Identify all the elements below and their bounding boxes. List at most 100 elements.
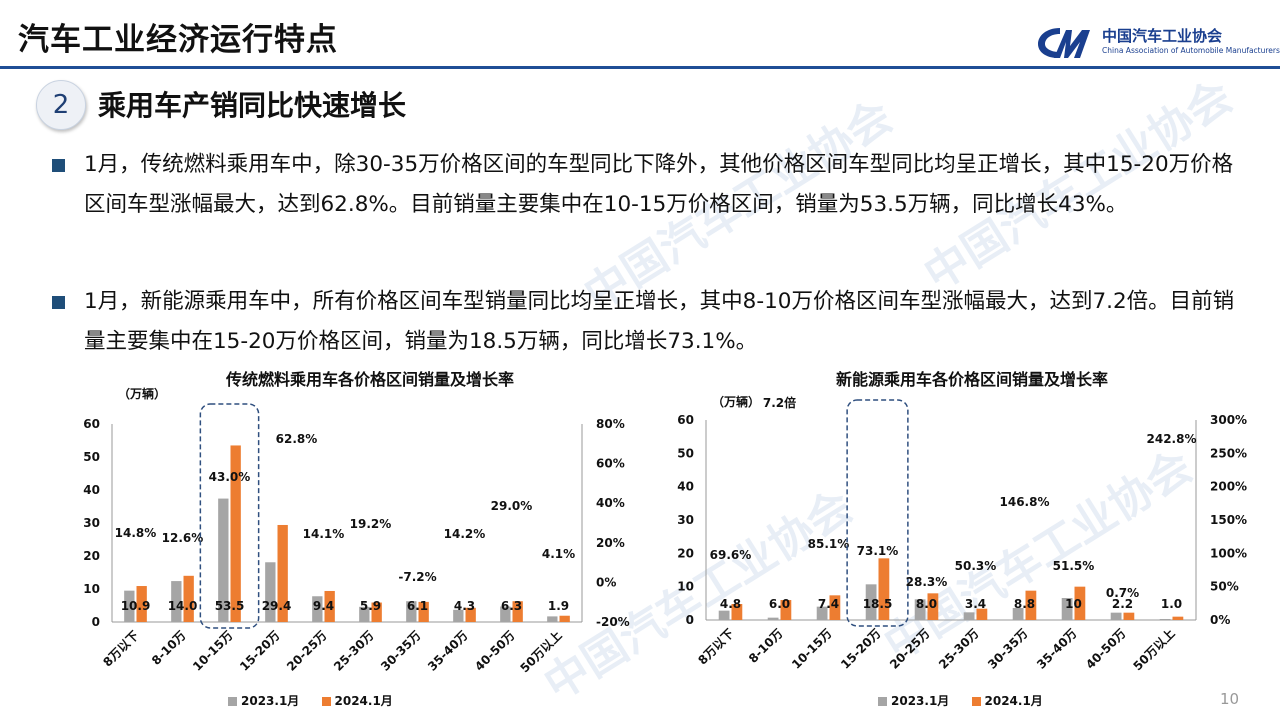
- y2-tick-label: 80%: [596, 417, 625, 431]
- y2-tick-label: -20%: [596, 615, 630, 629]
- header: 汽车工业经济运行特点 中国汽车工业协会 China Association of…: [0, 0, 1280, 70]
- x-tick-label: 30-35万: [378, 628, 424, 674]
- bar-2023: [500, 606, 511, 622]
- growth-label: 69.6%: [710, 548, 752, 562]
- bar-2023: [767, 617, 779, 620]
- bar-2023: [816, 606, 828, 620]
- bar-2024: [1074, 586, 1086, 620]
- growth-label: 14.2%: [444, 527, 486, 541]
- y-tick-label: 40: [83, 483, 100, 497]
- y-axis-unit: （万辆）: [712, 394, 760, 409]
- growth-label: 7.2倍: [763, 395, 796, 410]
- paragraph-text: 1月，传统燃料乘用车中，除30-35万价格区间的车型同比下降外，其他价格区间车型…: [84, 152, 1234, 217]
- y-tick-label: 20: [677, 546, 694, 560]
- bar-2023: [718, 610, 730, 620]
- growth-label: -7.2%: [398, 570, 436, 584]
- logo: 中国汽车工业协会 China Association of Automobile…: [1036, 22, 1280, 66]
- value-label: 4.3: [454, 599, 475, 613]
- bar-2023: [171, 581, 182, 622]
- bar-2024: [371, 602, 382, 622]
- y-tick-label: 20: [83, 549, 100, 563]
- x-tick-label: 35-40万: [1034, 626, 1080, 672]
- bullet-icon: [52, 159, 65, 172]
- logo-name-en: China Association of Automobile Manufact…: [1102, 46, 1280, 55]
- value-label: 1.0: [1161, 597, 1182, 611]
- y-tick-label: 40: [677, 480, 694, 494]
- y2-tick-label: 100%: [1210, 546, 1247, 560]
- y2-tick-label: 60%: [596, 457, 625, 471]
- growth-label: 50.3%: [955, 559, 997, 573]
- bar-2024: [976, 608, 988, 620]
- growth-label: 12.6%: [162, 531, 204, 545]
- section-number: 2: [36, 80, 86, 130]
- bar-2024: [277, 524, 288, 622]
- growth-label: 242.8%: [1147, 432, 1197, 446]
- bar-2023: [359, 606, 370, 622]
- bar-2024: [183, 575, 194, 622]
- paragraph: 1月，传统燃料乘用车中，除30-35万价格区间的车型同比下降外，其他价格区间车型…: [52, 145, 1252, 225]
- y2-tick-label: 200%: [1210, 480, 1247, 494]
- x-tick-label: 40-50万: [1083, 626, 1129, 672]
- x-tick-label: 10-15万: [789, 626, 835, 672]
- bar-2023: [124, 590, 135, 622]
- value-label: 1.9: [548, 599, 569, 613]
- y-tick-label: 50: [677, 446, 694, 460]
- bar-2023: [406, 601, 417, 622]
- x-tick-label: 8-10万: [746, 626, 786, 666]
- growth-label: 19.2%: [350, 517, 392, 531]
- growth-label: 14.8%: [115, 526, 157, 540]
- bar-2023: [265, 562, 276, 622]
- value-label: 18.5: [863, 597, 893, 611]
- y2-tick-label: 40%: [596, 496, 625, 510]
- bar-2024: [418, 601, 429, 622]
- bar-2024: [829, 595, 841, 620]
- chart-legend: 2023.1月 2024.1月: [228, 692, 411, 709]
- growth-label: 0.7%: [1106, 586, 1139, 600]
- bar-2023: [1110, 612, 1122, 620]
- bar-2024: [731, 604, 743, 620]
- growth-label: 51.5%: [1053, 559, 1095, 573]
- y-tick-label: 0: [92, 615, 100, 629]
- legend-item-2023: 2023.1月: [228, 694, 299, 708]
- legend-swatch: [228, 697, 237, 706]
- x-tick-label: 40-50万: [472, 628, 518, 674]
- x-tick-label: 20-25万: [887, 626, 933, 672]
- value-label: 4.8: [720, 597, 741, 611]
- bar-2023: [865, 584, 877, 620]
- bar-2024: [1172, 616, 1184, 620]
- y2-tick-label: 20%: [596, 536, 625, 550]
- legend-item-2024: 2024.1月: [971, 694, 1043, 708]
- bar-2024: [136, 586, 147, 622]
- legend-item-2024: 2024.1月: [321, 694, 393, 708]
- growth-label: 4.1%: [542, 547, 575, 561]
- bar-2023: [914, 599, 926, 620]
- page-title: 汽车工业经济运行特点: [18, 22, 338, 58]
- y2-tick-label: 250%: [1210, 446, 1247, 460]
- x-tick-label: 25-30万: [936, 626, 982, 672]
- growth-label: 73.1%: [857, 544, 899, 558]
- header-divider: [0, 66, 1280, 69]
- paragraph: 1月，新能源乘用车中，所有价格区间车型销量同比均呈正增长，其中8-10万价格区间…: [52, 282, 1252, 362]
- value-label: 6.3: [501, 599, 522, 613]
- bar-2024: [1025, 590, 1037, 620]
- y-tick-label: 30: [677, 513, 694, 527]
- growth-label: 28.3%: [906, 575, 948, 589]
- value-label: 3.4: [965, 597, 986, 611]
- y-tick-label: 60: [83, 417, 100, 431]
- bar-2024: [927, 593, 939, 620]
- legend-label: 2024.1月: [984, 694, 1043, 708]
- bar-2023: [1061, 598, 1073, 620]
- growth-label: 14.1%: [303, 527, 345, 541]
- y2-tick-label: 0%: [596, 575, 616, 589]
- bar-2024: [559, 615, 570, 622]
- value-label: 10.9: [121, 599, 151, 613]
- bar-2023: [218, 498, 229, 622]
- section-title: 乘用车产销同比快速增长: [98, 89, 407, 122]
- bullet-icon: [52, 296, 65, 309]
- y-tick-label: 50: [83, 450, 100, 464]
- bar-2023: [1159, 619, 1171, 620]
- x-tick-label: 15-20万: [838, 626, 884, 672]
- y-tick-label: 30: [83, 516, 100, 530]
- bar-2023: [1012, 608, 1024, 620]
